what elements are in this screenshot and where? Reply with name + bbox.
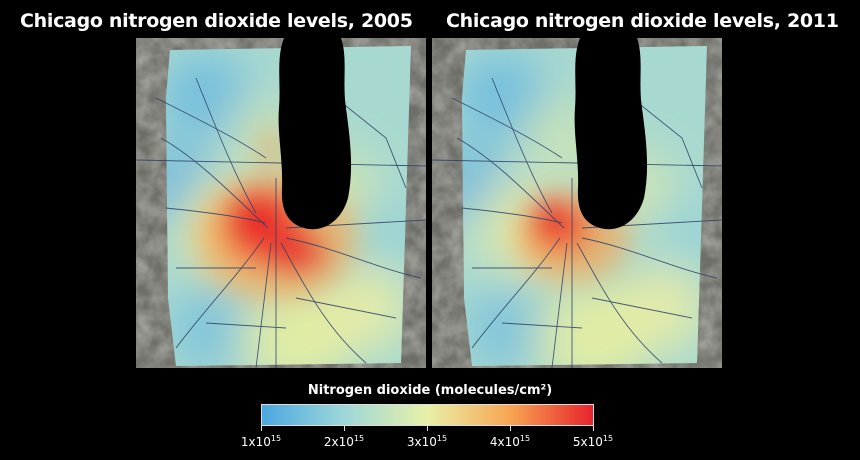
scale-tick-label: 2x1015 xyxy=(323,434,365,449)
no2-overlay xyxy=(166,46,411,366)
map-title-2011: Chicago nitrogen dioxide levels, 2011 xyxy=(446,10,839,32)
scale-tick-label: 4x1015 xyxy=(489,434,531,449)
map-panel-2011 xyxy=(432,38,722,368)
scale-tick-mark xyxy=(261,426,262,431)
scale-tick-mark xyxy=(344,426,345,431)
scale-tick-mark xyxy=(593,426,594,431)
legend-title: Nitrogen dioxide (molecules/cm²) xyxy=(307,383,553,398)
no2-map xyxy=(136,38,426,368)
scale-tick-mark xyxy=(427,426,428,431)
scale-tick-label: 1x1015 xyxy=(240,434,282,449)
lake-michigan xyxy=(278,38,352,230)
color-scale-bar xyxy=(261,404,594,426)
scale-tick-mark xyxy=(510,426,511,431)
map-title-2005: Chicago nitrogen dioxide levels, 2005 xyxy=(20,10,413,32)
road-network xyxy=(136,77,426,368)
map-panel-2005 xyxy=(136,38,426,368)
scale-tick-label: 3x1015 xyxy=(406,434,448,449)
no2-map xyxy=(432,38,722,368)
lake-michigan xyxy=(574,38,648,230)
scale-tick-label: 5x1015 xyxy=(572,434,614,449)
